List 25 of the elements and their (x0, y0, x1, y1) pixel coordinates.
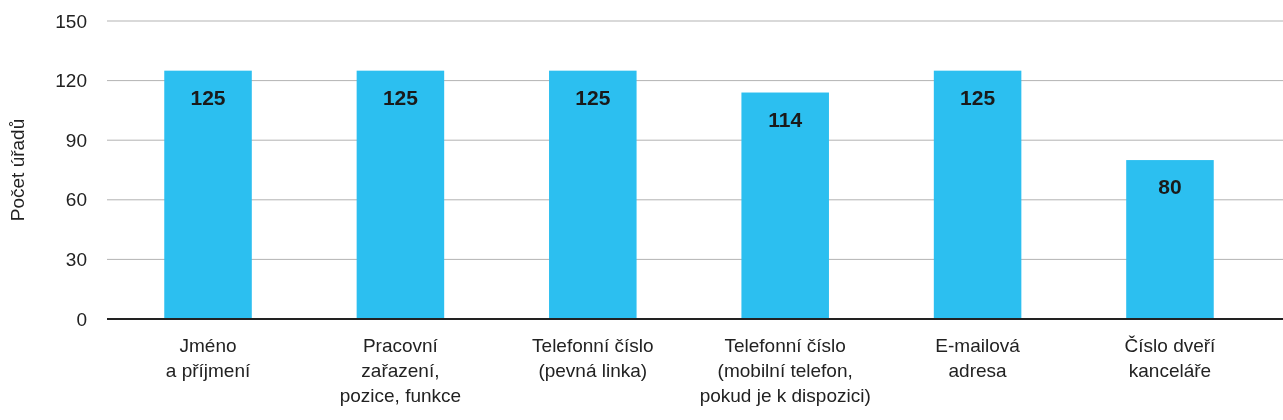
y-axis-title: Počet úřadů (7, 118, 28, 222)
data-label: 125 (190, 85, 226, 109)
y-tick-label: 150 (55, 10, 87, 32)
bar (356, 70, 445, 319)
bar (741, 92, 829, 319)
x-tick-label: Telefonní číslo (pevná linka) (532, 335, 654, 381)
data-label: 114 (768, 107, 803, 131)
y-tick-label: 30 (65, 249, 87, 271)
y-tick-label: 120 (55, 70, 87, 92)
x-tick-label: Pracovní zařazení, pozice, funkce (339, 335, 462, 406)
x-tick-label: Telefonní číslo (mobilní telefon, pokud je k dispozici) (699, 335, 871, 406)
y-tick-label: 0 (76, 308, 87, 330)
x-tick-label: Jméno a příjmení (165, 335, 251, 381)
data-label: 80 (1158, 175, 1182, 199)
y-tick-label: 60 (65, 189, 87, 211)
data-label: 125 (575, 85, 611, 109)
x-tick-label: Číslo dveří kanceláře (1124, 335, 1217, 381)
data-label: 125 (382, 85, 419, 109)
bar (1126, 160, 1214, 319)
x-tick-label: E-mailová adresa (935, 335, 1021, 381)
bar (164, 70, 252, 319)
y-tick-label: 90 (65, 129, 87, 151)
bar (933, 70, 1022, 319)
bar (549, 70, 637, 319)
data-label: 125 (960, 85, 996, 109)
